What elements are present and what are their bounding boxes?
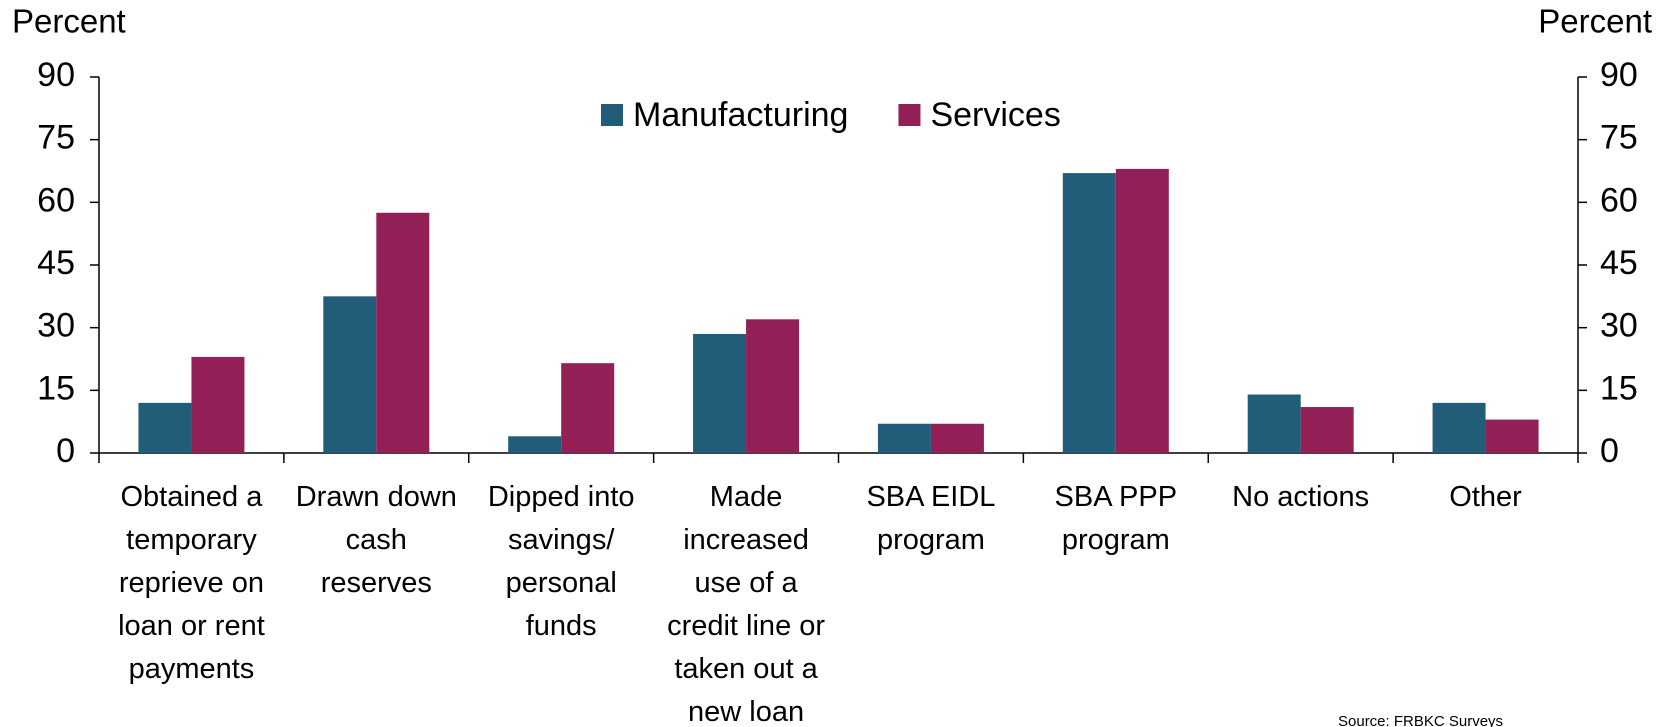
y2-tick-label: 60 xyxy=(1600,181,1638,219)
bar xyxy=(1062,173,1116,454)
bar xyxy=(1300,407,1354,453)
y2-tick-label: 90 xyxy=(1600,56,1638,94)
y-tick-label: 30 xyxy=(37,307,75,345)
y2-tick-label: 75 xyxy=(1600,119,1638,157)
x-tick-label: Dipped into savings/ personal funds xyxy=(487,481,635,642)
y2-tick-label: 0 xyxy=(1600,432,1619,470)
legend-swatch xyxy=(898,104,921,126)
bar xyxy=(746,319,800,453)
bar xyxy=(1115,168,1169,453)
bar xyxy=(693,333,747,453)
y-tick-label: 45 xyxy=(37,244,75,282)
bar xyxy=(1485,419,1539,453)
y-tick-label: 60 xyxy=(37,181,75,219)
x-tick-label: Other xyxy=(1449,481,1522,513)
y2-tick-label: 45 xyxy=(1600,244,1638,282)
bar xyxy=(191,356,245,453)
bar xyxy=(1432,402,1486,453)
x-tick-label: Made increased use of a credit line or t… xyxy=(667,481,826,727)
y-axis-label: Percent xyxy=(12,3,126,40)
x-tick-label: SBA EIDL program xyxy=(866,481,996,556)
bar xyxy=(930,423,984,453)
bar xyxy=(1247,394,1301,453)
bar xyxy=(877,423,931,453)
source-note: Source: FRBKC Surveys xyxy=(1338,713,1503,727)
bar xyxy=(138,402,192,453)
y-tick-label: 0 xyxy=(56,432,75,470)
x-tick-label: SBA PPP program xyxy=(1054,481,1178,556)
bar xyxy=(561,363,615,453)
x-tick-label: Obtained a temporary reprieve on loan or… xyxy=(118,481,265,685)
x-tick-label: No actions xyxy=(1232,481,1370,513)
bar xyxy=(376,212,430,453)
legend-label: Manufacturing xyxy=(633,96,848,134)
bar xyxy=(508,436,562,453)
y-tick-label: 15 xyxy=(37,369,75,407)
legend-swatch xyxy=(601,104,623,126)
y-tick-label: 75 xyxy=(37,119,75,157)
bar xyxy=(323,296,377,453)
legend-label: Services xyxy=(930,96,1060,134)
y2-tick-label: 15 xyxy=(1600,369,1638,407)
y2-tick-label: 30 xyxy=(1600,307,1638,345)
y2-axis-label: Percent xyxy=(1538,3,1652,40)
x-tick-label: Drawn down cash reserves xyxy=(295,481,457,599)
y-tick-label: 90 xyxy=(37,56,75,94)
